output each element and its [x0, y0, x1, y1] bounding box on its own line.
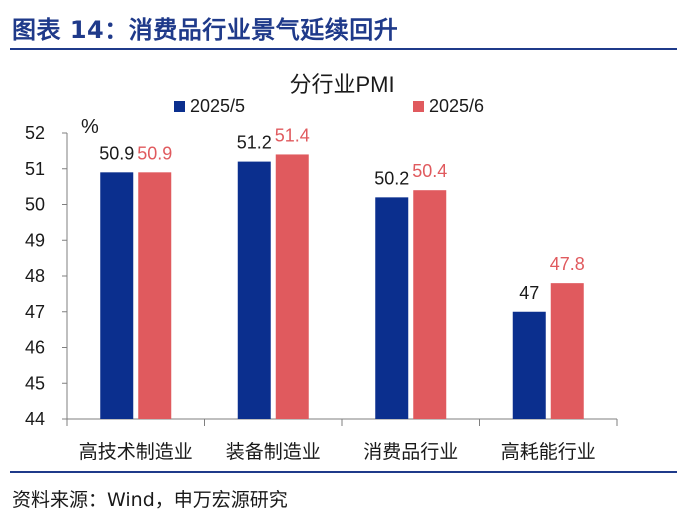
y-tick-label-52: 52: [25, 123, 45, 143]
data-label-2-2: 51.4: [275, 125, 310, 145]
legend-swatch-1: [174, 101, 185, 112]
chart-title: 分行业PMI: [289, 72, 394, 97]
y-tick-label-46: 46: [25, 338, 45, 358]
bar-2-3: [413, 190, 447, 419]
y-tick-label-45: 45: [25, 373, 45, 393]
x-tick-label-1: 高技术制造业: [79, 441, 193, 463]
y-tick-label-47: 47: [25, 302, 45, 322]
y-axis-unit: %: [81, 116, 99, 138]
legend-swatch-2: [413, 101, 424, 112]
x-tick-label-2: 装备制造业: [226, 441, 321, 463]
bar-1-3: [375, 197, 409, 419]
data-label-1-2: 51.2: [237, 133, 272, 153]
y-tick-label-44: 44: [25, 409, 45, 429]
footer-rule: [10, 471, 677, 473]
x-tick-label-3: 消费品行业: [363, 441, 458, 463]
bar-1-4: [512, 311, 546, 419]
y-tick-label-49: 49: [25, 230, 45, 250]
title-rule: [10, 48, 677, 50]
data-label-1-4: 47: [519, 283, 539, 303]
y-tick-label-50: 50: [25, 195, 45, 215]
bar-1-2: [237, 161, 271, 419]
y-tick-label-51: 51: [25, 159, 45, 179]
source-note: 资料来源：Wind，申万宏源研究: [12, 489, 288, 511]
legend-label-2: 2025/6: [429, 96, 484, 116]
data-label-1-1: 50.9: [99, 143, 134, 163]
data-label-2-1: 50.9: [137, 143, 172, 163]
data-label-1-3: 50.2: [374, 168, 409, 188]
y-tick-label-48: 48: [25, 266, 45, 286]
x-tick-label-4: 高耗能行业: [501, 441, 596, 463]
data-label-2-3: 50.4: [412, 161, 447, 181]
figure-title: 图表 14：消费品行业景气延续回升: [12, 16, 399, 44]
bar-1-1: [100, 172, 134, 419]
legend-label-1: 2025/5: [190, 96, 245, 116]
data-label-2-4: 47.8: [550, 254, 585, 274]
bar-chart: 分行业PMI 2025/5 2025/6% 44 45 46 47 48 49 50 51 52 50.…: [25, 72, 618, 463]
bar-2-4: [550, 283, 584, 419]
bar-2-2: [275, 154, 309, 419]
bar-2-1: [138, 172, 172, 419]
